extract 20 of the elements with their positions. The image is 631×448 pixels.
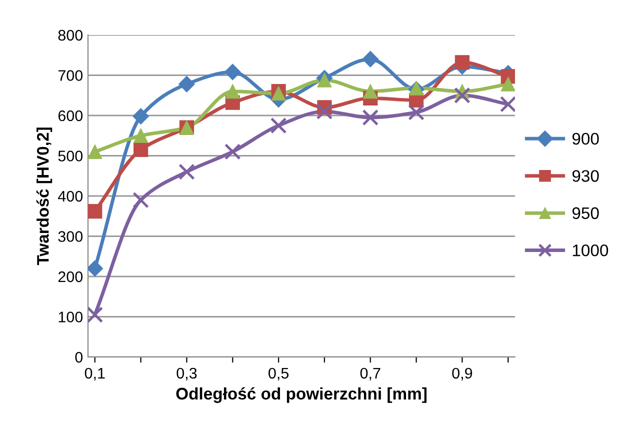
- y-tick-label: 100: [58, 312, 83, 322]
- y-tick-label: 300: [58, 231, 83, 242]
- legend-label: 1000: [572, 244, 608, 256]
- y-axis-title: Twardość [HV0,2]: [36, 128, 52, 266]
- x-tick-label: 0,3: [176, 368, 197, 380]
- x-tick-label: 0,1: [84, 368, 105, 380]
- y-tick-label: 200: [58, 271, 83, 282]
- y-tick-label: 500: [58, 150, 83, 162]
- x-tick-label: 0,9: [452, 368, 472, 380]
- legend-label: 950: [572, 207, 599, 220]
- x-axis-title: Odległość od powierzchni [mm]: [176, 387, 427, 403]
- y-tick-label: 700: [58, 70, 83, 81]
- y-tick-label: 400: [58, 190, 83, 202]
- y-tick-label: 600: [58, 110, 83, 122]
- x-tick-label: 0,7: [360, 368, 380, 380]
- y-tick-label: 800: [58, 30, 83, 41]
- legend-label: 900: [572, 132, 599, 145]
- y-tick-label: 0: [75, 352, 83, 363]
- legend-label: 930: [572, 170, 599, 182]
- x-tick-label: 0,5: [268, 368, 289, 380]
